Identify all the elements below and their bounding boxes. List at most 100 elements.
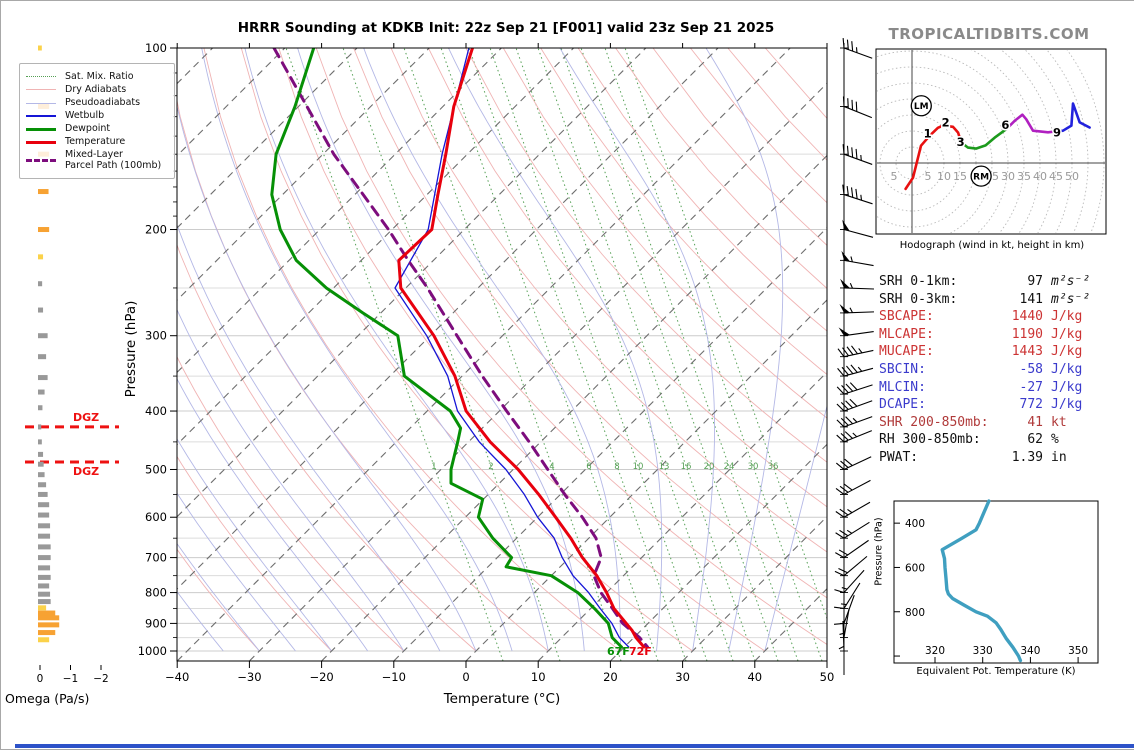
- stat-unit: J/kg: [1051, 397, 1082, 412]
- stat-value: 772: [967, 397, 1043, 412]
- wind-barb-column: [834, 38, 874, 675]
- svg-text:30: 30: [1001, 170, 1015, 183]
- stat-label: SRH 0-3km:: [879, 292, 957, 307]
- svg-text:2: 2: [488, 462, 493, 472]
- svg-text:−10: −10: [382, 670, 406, 684]
- stat-label: MLCIN:: [879, 380, 926, 395]
- legend-item-wetbulb: Wetbulb: [26, 111, 168, 122]
- thetae-axis-label: Equivalent Pot. Temperature (K): [894, 666, 1098, 677]
- stat-unit: %: [1051, 432, 1059, 447]
- stat-label: PWAT:: [879, 450, 918, 465]
- stat-value: -27: [967, 380, 1043, 395]
- svg-text:600: 600: [145, 510, 167, 524]
- stat-unit: J/kg: [1051, 362, 1082, 377]
- stat-label: MLCAPE:: [879, 327, 934, 342]
- wetbulb-line-icon: [26, 115, 56, 117]
- svg-text:13: 13: [659, 462, 670, 472]
- svg-text:RM: RM: [973, 173, 989, 183]
- omega-axis-label: Omega (Pa/s): [5, 691, 155, 706]
- svg-text:6: 6: [586, 462, 591, 472]
- svg-text:100: 100: [145, 41, 167, 55]
- svg-text:30: 30: [748, 462, 759, 472]
- svg-text:50: 50: [820, 670, 835, 684]
- svg-text:−1: −1: [63, 673, 78, 685]
- svg-text:35: 35: [1017, 170, 1031, 183]
- stat-row-mlcin: MLCIN: -27 J/kg: [879, 380, 1131, 398]
- svg-text:−2: −2: [93, 673, 108, 685]
- svg-text:1: 1: [431, 462, 436, 472]
- svg-text:−20: −20: [309, 670, 333, 684]
- svg-text:24: 24: [724, 462, 735, 472]
- svg-text:−40: −40: [165, 670, 189, 684]
- hodograph-caption: Hodograph (wind in kt, height in km): [873, 240, 1111, 251]
- stat-label: RH 300-850mb:: [879, 432, 981, 447]
- svg-text:40: 40: [1033, 170, 1047, 183]
- svg-text:−30: −30: [237, 670, 261, 684]
- surface-temperature-label: 72F: [629, 645, 652, 658]
- stat-row-dcape: DCAPE: 772 J/kg: [879, 397, 1131, 415]
- svg-text:4: 4: [549, 462, 554, 472]
- svg-text:10: 10: [531, 670, 546, 684]
- stat-value: 1440: [967, 309, 1043, 324]
- stat-unit: m²s⁻²: [1051, 274, 1090, 289]
- bottom-divider: [15, 744, 1134, 748]
- svg-text:50: 50: [1065, 170, 1079, 183]
- dgz-lower-label: DGZ: [73, 465, 99, 478]
- svg-text:LM: LM: [914, 102, 929, 112]
- svg-text:400: 400: [145, 404, 167, 418]
- stat-value: 1443: [967, 344, 1043, 359]
- stat-row-rh-300-850mb: RH 300-850mb:62%: [879, 432, 1131, 450]
- svg-text:8: 8: [614, 462, 619, 472]
- svg-text:1000: 1000: [138, 644, 167, 658]
- svg-text:900: 900: [145, 616, 167, 630]
- stat-label: SBCAPE:: [879, 309, 934, 324]
- svg-text:200: 200: [145, 223, 167, 237]
- svg-text:16: 16: [681, 462, 692, 472]
- stat-value: -58: [967, 362, 1043, 377]
- page-title: HRRR Sounding at KDKB Init: 22z Sep 21 […: [131, 20, 881, 36]
- svg-text:5: 5: [925, 170, 932, 183]
- svg-text:36: 36: [768, 462, 779, 472]
- temperature-line-icon: [26, 141, 56, 144]
- surface-dewpoint-label: 67F: [607, 645, 630, 658]
- stat-unit: in: [1051, 450, 1067, 465]
- dewpoint-line-icon: [26, 128, 56, 131]
- mixing-ratio-lines: [286, 48, 842, 661]
- svg-text:10: 10: [633, 462, 644, 472]
- stat-label: MUCAPE:: [879, 344, 934, 359]
- legend: Sat. Mix. Ratio Dry Adiabats Pseudoadiab…: [19, 63, 175, 179]
- svg-text:40: 40: [747, 670, 762, 684]
- stat-value: 97: [967, 274, 1043, 289]
- svg-text:500: 500: [145, 462, 167, 476]
- site-logo: TROPICALTIDBITS.COM: [873, 25, 1105, 43]
- stat-unit: J/kg: [1051, 344, 1082, 359]
- legend-item-temperature: Temperature: [26, 137, 168, 148]
- stat-row-sbcin: SBCIN: -58 J/kg: [879, 362, 1131, 380]
- svg-text:350: 350: [1068, 645, 1088, 657]
- svg-text:0: 0: [37, 673, 44, 685]
- legend-item-sat-mix-ratio: Sat. Mix. Ratio: [26, 72, 168, 83]
- stat-value: 1190: [967, 327, 1043, 342]
- svg-text:300: 300: [145, 329, 167, 343]
- stat-row-mucape: MUCAPE: 1443 J/kg: [879, 344, 1131, 362]
- svg-text:1: 1: [924, 127, 932, 141]
- svg-text:20: 20: [704, 462, 715, 472]
- stat-value: 41: [967, 415, 1043, 430]
- stat-label: SBCIN:: [879, 362, 926, 377]
- dgz-upper-label: DGZ: [73, 411, 99, 424]
- svg-text:2: 2: [942, 116, 950, 130]
- stat-unit: kt: [1051, 415, 1067, 430]
- stat-label: DCAPE:: [879, 397, 926, 412]
- stat-unit: J/kg: [1051, 380, 1082, 395]
- svg-text:700: 700: [145, 551, 167, 565]
- svg-text:400: 400: [905, 518, 925, 530]
- svg-text:15: 15: [953, 170, 967, 183]
- legend-item-dewpoint: Dewpoint: [26, 124, 168, 135]
- svg-text:45: 45: [1049, 170, 1063, 183]
